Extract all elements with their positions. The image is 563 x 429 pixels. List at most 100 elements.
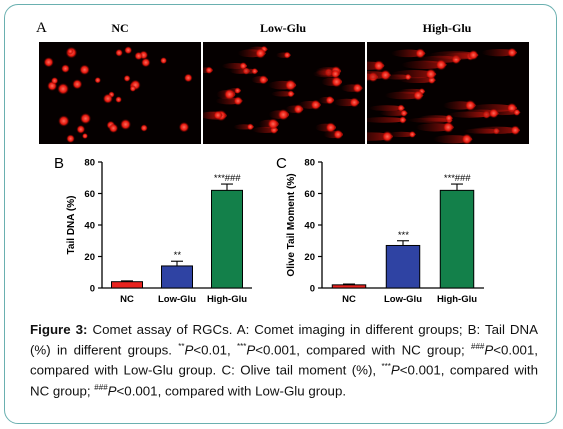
bar [331,284,367,289]
p-symbol: P [484,342,494,358]
comet-tail [471,126,521,134]
comet-head [445,114,453,123]
comet-head [488,108,499,119]
y-tick-label: 80 [84,158,95,169]
caption-label: Figure 3: [30,322,88,337]
caption-text: <0.001, compared with NC group; [255,342,472,358]
p-symbol: P [184,342,194,358]
sig-marker: ** [178,342,185,351]
comet-head [183,73,193,83]
x-tick-label: Low-Glu [158,294,196,305]
x-tick-label: NC [120,294,134,305]
bar [211,189,243,289]
significance-label: ** [173,250,181,261]
comet-tail [428,51,479,59]
y-tick-label: 60 [84,189,95,200]
x-tick-label: High-Glu [207,294,247,305]
comet-head [58,115,70,127]
comet-head [233,96,243,106]
y-axis-label: Tail DNA (%) [66,196,77,255]
comet-head [102,93,113,104]
caption-text: <0.001, compared with Low-Glu group. [116,383,347,399]
y-tick-label: 20 [304,252,315,263]
comet-head [141,57,151,68]
sig-marker: *** [237,342,247,351]
comet-head [66,134,75,144]
comet-head [373,60,385,72]
comet-tail [418,115,453,122]
comet-head [160,57,168,65]
comet-tail [367,117,407,123]
comet-head [50,77,59,85]
p-symbol: P [107,383,117,399]
comet-head [399,116,407,124]
comet-head [325,122,336,133]
sig-marker: *** [381,362,391,372]
comet-head [325,95,335,105]
comet-tail [401,60,447,69]
comet-head [349,97,360,108]
y-tick-label: 0 [90,284,95,295]
comet-head [415,48,426,59]
comet-image-nc [39,42,201,144]
comet-head [120,118,132,130]
comet-head [129,85,137,92]
y-tick-label: 0 [310,284,315,295]
comet-head [115,48,123,57]
comet-head [246,123,254,131]
comet-head [310,99,321,110]
significance-label: ***### [444,173,472,184]
image-title-nc: NC [111,21,129,35]
y-tick-label: 40 [304,221,315,232]
comet-image-low-glu [203,42,365,144]
comet-head [352,83,363,94]
comet-head [400,109,408,117]
comet-head [267,118,279,130]
comet-head [404,73,412,81]
panel-letter: C [276,155,287,172]
comet-head [277,108,290,121]
caption-text: <0.001, compared with NC group; [30,362,539,399]
p-symbol: P [390,362,400,378]
bar [111,281,143,289]
y-tick-label: 40 [84,221,95,232]
comet-head [461,133,473,144]
comet-head [283,51,291,59]
y-tick-label: 80 [304,158,315,169]
comet-head [67,48,74,55]
comet-head [258,75,268,85]
bar [385,244,421,289]
comet-head [124,46,133,55]
comet-head [115,96,122,103]
comet-head [468,49,479,61]
comet-head [205,66,213,74]
figure-caption: Figure 3: Comet assay of RGCs. A: Comet … [30,321,538,399]
comet-tail [368,105,405,111]
image-title-high-glu: High-Glu [422,21,472,35]
comet-head [408,130,416,138]
image-title-low-glu: Low-Glu [259,21,306,35]
comet-head [79,112,92,125]
y-tick-label: 20 [84,252,95,263]
comet-head [442,121,454,133]
chart-panel-b: B Tail DNA (%) 0 20 40 60 80 NC ** Low-Glu ***### H… [52,152,277,317]
x-tick-label: Low-Glu [384,294,422,305]
bar [439,189,475,289]
caption-text: Comet assay of RGCs. A: Comet imaging in… [30,322,538,358]
comet-head [513,108,521,116]
comet-head [134,51,143,61]
p-symbol: P [246,342,256,358]
comet-image-high-glu [367,42,529,144]
comet-head [79,64,90,76]
bar [161,265,193,289]
comet-head [94,76,101,84]
x-tick-label: High-Glu [437,294,477,305]
comet-head [333,129,343,140]
comet-head [178,121,190,133]
comet-head [43,57,54,68]
panel-a-letter: A [36,20,47,36]
caption-text: <0.01, [193,342,238,358]
comet-head [330,69,340,79]
comet-head [255,47,266,59]
comet-head [464,99,476,111]
